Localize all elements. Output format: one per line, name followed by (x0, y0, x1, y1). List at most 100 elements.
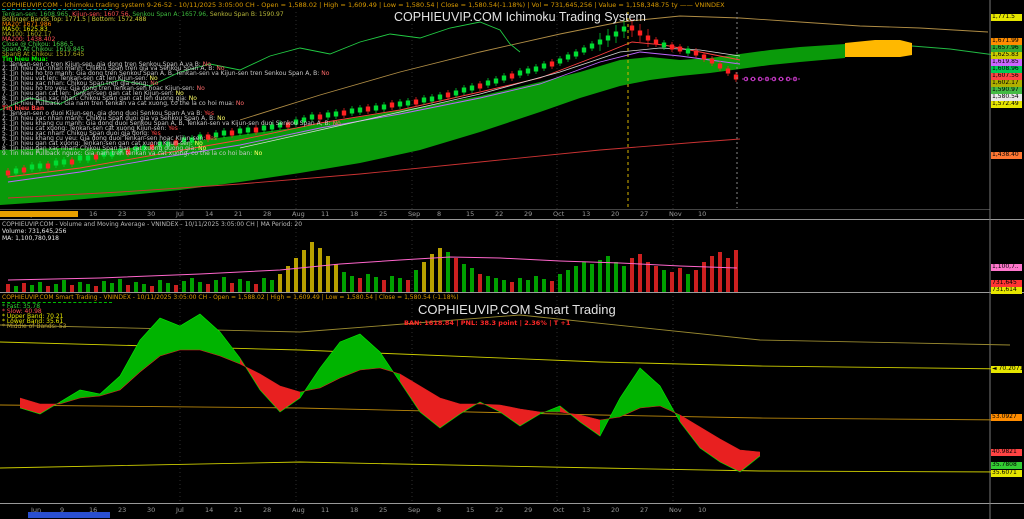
sell-signal-answer: Yes (204, 110, 214, 118)
buy-signal-item: 8. Tin hieu gan xac nhan: Chikou Span ga… (2, 95, 197, 103)
volume-value: Volume: 731,645,256 (2, 228, 67, 235)
axis-label: 18 (350, 506, 359, 514)
legend-line: * Upper Band: 70.21 (2, 312, 64, 320)
axis-label: 13 (582, 210, 591, 218)
axis-label: Jun (31, 506, 42, 514)
sell-signal-item: 7. Tin hieu gan cat xuong: Tenkan-sen ga… (2, 139, 203, 147)
axis-label: Nov (669, 506, 682, 514)
axis-label: 27 (640, 506, 649, 514)
sell-signal-answer: No (217, 115, 226, 123)
sell-signal-answer: No (254, 149, 263, 157)
indicator-value: MA50: 1625.83 (2, 25, 48, 33)
axis-label: 22 (495, 506, 504, 514)
volume-panel-header: COPHIEUVIP.COM - Volume and Moving Avera… (2, 221, 302, 242)
volume-ma-value: MA: 1,100,780,918 (2, 235, 59, 242)
legend-line: * Slow: 40.98 (2, 307, 42, 315)
indicator-line: MA100: 1602.17 (2, 30, 562, 38)
indicator-value: Kijun-sen: 1607.56, (72, 11, 133, 18)
indicator-text-column: Tenkan-sen: 1608.965, Kijun-sen: 1607.56… (2, 11, 562, 157)
axis-label: 25 (379, 506, 388, 514)
axis-label: 11 (321, 210, 330, 218)
ichimoku-cloud (0, 44, 845, 205)
axis-label: 8 (437, 506, 442, 514)
smart-trading-watermark: COPHIEUVIP.COM Smart Trading (418, 302, 616, 317)
indicator-value: Close @ Chikou: 1686.5 (2, 40, 74, 48)
legend-line: * Fast: 35.78 (2, 303, 41, 310)
indicator-value: MA20: 1671.986 (2, 20, 52, 28)
price-label: 53.0927 (991, 414, 1022, 421)
sell-signal-answer: No (332, 119, 341, 127)
axis-label: 9 (60, 506, 65, 514)
buy-signal-item: 6. Tin hieu ho tro yeu: Gia dong tren Te… (2, 85, 205, 93)
axis-label: 28 (263, 506, 272, 514)
future-cloud (845, 40, 912, 57)
axis-label: 30 (147, 210, 156, 218)
sell-signal-item: 6. Tin hieu khang cu yeu: Gia dong duoi … (2, 134, 217, 142)
indicator-value: Bollinger Bands Top: 1771.5 | Bottom: 15… (2, 15, 147, 23)
axis-label: 15 (466, 506, 475, 514)
buy-signal-item: 7. Tin hieu gan cat len: Tenkan-sen gan … (2, 90, 184, 98)
indicator-value: SpanB At Chikou: 1517.645 (2, 50, 85, 58)
buy-signal-item: 9. Tin hieu Pullback: Gia nam tren tenka… (2, 100, 245, 108)
indicator-line: Tenkan-sen: 1608.965, Kijun-sen: 1607.56… (2, 11, 562, 18)
axis-label: 23 (118, 210, 127, 218)
sell-signal-item: 2. Tin hieu xac nhan manh: Chikou Span d… (2, 115, 226, 123)
price-label: 1,608.96 (991, 66, 1022, 73)
price-label: 731,614 (991, 287, 1022, 294)
sell-signal-answer: No (198, 144, 207, 152)
axis-label: 30 (147, 506, 156, 514)
sell-signal-item: 1. Tenkan-sen o duoi Kijun-sen, gia dong… (2, 110, 214, 118)
indicator-line: SpanB At Chikou: 1517.645 (2, 50, 562, 58)
smart-trading-header: COPHIEUVIP.COM Smart Trading - VNINDEX -… (2, 294, 459, 301)
indicator-value: MA100: 1602.17 (2, 30, 52, 38)
sell-signal-item: 8. Tin hieu gan xac nhan: Chikou Span ga… (2, 144, 207, 152)
axis-label: 8 (437, 210, 442, 218)
axis-label: 10 (698, 210, 707, 218)
axis-label: Oct (553, 210, 565, 218)
buy-signal-answer: No (235, 100, 245, 108)
price-label: 35.7808 (991, 462, 1022, 469)
axis-label: Sep (408, 210, 421, 218)
axis-label: 11 (321, 506, 330, 514)
axis-label: 20 (611, 506, 620, 514)
axis-label: Nov (669, 210, 682, 218)
buy-signal-answer: No (196, 85, 205, 93)
price-label: 1,771.5 (991, 14, 1022, 21)
buy-signal-header: Tin hieu Mua: (2, 55, 48, 63)
price-label: 40.9821 (991, 449, 1022, 456)
price-label: 1,657.96 (991, 45, 1022, 52)
axis-label: 16 (89, 210, 98, 218)
indicator-value: Senkou Span B: 1590.97 (209, 11, 284, 18)
axis-label: Sep (408, 506, 421, 514)
sell-signal-answer: Yes (151, 129, 161, 137)
axis-label: 23 (118, 506, 127, 514)
buy-signal-item: 2. Tin hieu xac nhan manh: Chikou Span t… (2, 65, 225, 73)
buy-signal-item: 3. Tin hieu ho tro manh: Gia dong tren S… (2, 70, 330, 78)
axis-label: Aug (292, 210, 305, 218)
sell-signal-answer: Yes (168, 124, 178, 132)
legend-line: * Middle of Bands: 53 (2, 322, 67, 330)
axis-highlight-orange (0, 211, 78, 217)
ichimoku-watermark: COPHIEUVIP.COM Ichimoku Trading System (394, 10, 646, 24)
sell-signal-header: Tin hieu Ban (2, 105, 45, 113)
indicator-value: SpanA At Chikou: 1619.845 (2, 45, 85, 53)
price-label: 1,619.85 (991, 59, 1022, 66)
buy-signal-answer: No (216, 65, 225, 73)
buy-signal-item: 1. Tenkan-sen o tren Kijun-sen, gia dong… (2, 60, 211, 68)
price-label: 1,572.49 (991, 101, 1022, 108)
axis-label: Jul (176, 210, 184, 218)
price-label: 1,100,7.. (991, 264, 1022, 271)
smart-trading-separator-dashes (2, 302, 112, 303)
axis-label: Oct (553, 506, 565, 514)
buy-signal-item: 4. Tin hieu vat len: Tenkan-sen cat len … (2, 75, 158, 83)
axis-label: 27 (640, 210, 649, 218)
sell-signal-item: 4. Tin hieu cat xuong: Tenkan-sen cat xu… (2, 124, 178, 132)
price-label: 731,645 (991, 280, 1022, 287)
buy-signal-answer: No (188, 95, 197, 103)
axis-label: 21 (234, 210, 243, 218)
axis-label: 28 (263, 210, 272, 218)
smart-trading-legend: * Fast: 35.78 * Slow: 40.98 * Upper Band: … (2, 303, 67, 330)
indicator-line: MA50: 1625.83 (2, 25, 562, 33)
title-bar: COPHIEUVIP.COM - Ichimoku trading system… (2, 1, 725, 9)
